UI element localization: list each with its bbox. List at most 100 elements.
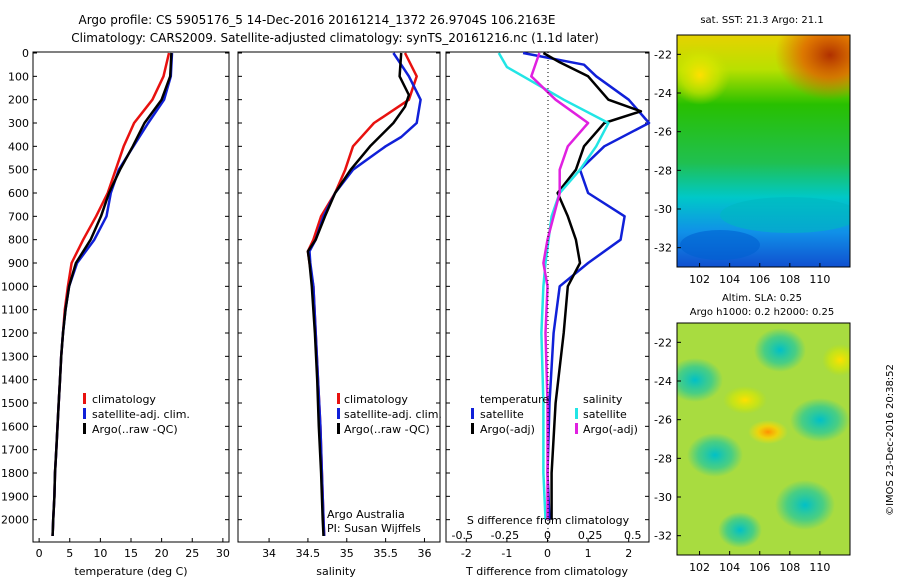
- difference-legend: temperature salinity satellite Argo(-adj…: [471, 393, 638, 436]
- sla-mid-patch-2: [822, 344, 850, 376]
- map-y-tick-label: -26: [654, 414, 672, 427]
- credit-label: ©IMOS 23-Dec-2016 20:38:52: [885, 364, 896, 516]
- legend-swatch-t-satellite: [471, 408, 474, 419]
- depth-tick-label: 1800: [1, 467, 29, 480]
- depth-tick-label: 1500: [1, 397, 29, 410]
- temperature-tick-label: 0: [36, 547, 43, 560]
- map-x-tick-label: 106: [749, 561, 770, 574]
- series-line-climatology: [51, 52, 171, 537]
- temperature-axes: [32, 51, 230, 543]
- salinity-tick-label: 35.5: [373, 547, 398, 560]
- legend-label-t-satellite: satellite: [480, 408, 524, 421]
- legend-swatch-argo: [337, 423, 340, 434]
- sla-low-patch-5: [775, 480, 835, 530]
- depth-tick-label: 200: [8, 94, 29, 107]
- legend-swatch-climatology: [83, 393, 86, 404]
- map-y-tick-label: -26: [654, 126, 672, 139]
- depth-tick-label: 400: [8, 140, 29, 153]
- depth-tick-label: 1700: [1, 444, 29, 457]
- sla-low-patch-4: [687, 433, 743, 477]
- sst-heatmap: [677, 35, 850, 267]
- map-x-tick-label: 110: [809, 273, 830, 286]
- s-difference-axis-label: S difference from climatology: [467, 514, 630, 527]
- s-difference-tick-label: 0.5: [624, 529, 642, 542]
- temperature-axis-label: temperature (deg C): [74, 565, 187, 578]
- map-y-tick-label: -28: [654, 452, 672, 465]
- salinity-axis-label: salinity: [316, 565, 356, 578]
- temperature-series: [51, 52, 174, 537]
- depth-tick-label: 2000: [1, 514, 29, 527]
- t-difference-tick-label: 2: [625, 547, 632, 560]
- legend-swatch-s-satellite: [575, 408, 578, 419]
- t-difference-tick-label: -2: [461, 547, 472, 560]
- depth-tick-label: 600: [8, 187, 29, 200]
- sst-map-frame: [676, 34, 851, 268]
- map-x-tick-label: 106: [749, 273, 770, 286]
- depth-tick-label: 100: [8, 70, 29, 83]
- t-difference-axis-label: T difference from climatology: [465, 565, 628, 578]
- salinity-x-axis: 34 34.5 35 35.5 36: [262, 538, 431, 560]
- t-difference-tick-label: 0: [544, 547, 551, 560]
- map-x-tick-label: 104: [719, 561, 740, 574]
- s-difference-tick-label: 0: [544, 529, 551, 542]
- temperature-tick-label: 30: [216, 547, 230, 560]
- depth-tick-label: 1600: [1, 420, 29, 433]
- depth-tick-label: 0: [22, 47, 29, 60]
- difference-x-axis: -2 -1 0 1 2 -0.5 -0.25 0 0.25 0.5: [452, 529, 642, 560]
- legend-swatch-satellite: [337, 408, 340, 419]
- map-x-tick-label: 102: [689, 561, 710, 574]
- salinity-legend: climatology satellite-adj. clim. Argo(..…: [327, 393, 442, 535]
- s-difference-tick-label: -0.5: [452, 529, 473, 542]
- sla-heatmap: [677, 323, 850, 555]
- temperature-legend: climatology satellite-adj. clim. Argo(..…: [83, 393, 190, 436]
- legend-label-t-argo: Argo(-adj): [480, 423, 535, 436]
- legend-swatch-climatology: [337, 393, 340, 404]
- depth-tick-label: 1200: [1, 327, 29, 340]
- institution-label: Argo Australia: [327, 508, 405, 521]
- depth-tick-label: 1000: [1, 280, 29, 293]
- map-x-tick-label: 102: [689, 273, 710, 286]
- title-line-2: Climatology: CARS2009. Satellite-adjuste…: [71, 31, 599, 45]
- salinity-tick-label: 36: [417, 547, 431, 560]
- salinity-axes: [237, 51, 441, 543]
- series-line-argo-raw-qc-: [51, 52, 173, 537]
- s-difference-tick-label: 0.25: [578, 529, 603, 542]
- map-y-tick-label: -32: [654, 242, 672, 255]
- legend-label-s-argo: Argo(-adj): [583, 423, 638, 436]
- sst-map-ticks: 102 104 106 108 110 -22 -24 -26 -28 -30 -32: [654, 48, 830, 286]
- salinity-series: [306, 52, 422, 537]
- temperature-tick-label: 5: [66, 547, 73, 560]
- sst-yellow-patch: [677, 45, 730, 105]
- legend-title-temperature: temperature: [480, 393, 549, 406]
- legend-label-argo: Argo(..raw -QC): [344, 423, 430, 436]
- legend-swatch-s-argo: [575, 423, 578, 434]
- legend-label-satellite: satellite-adj. clim.: [92, 408, 190, 421]
- pi-label: PI: Susan Wijffels: [327, 522, 421, 535]
- salinity-tick-label: 34.5: [296, 547, 321, 560]
- legend-swatch-t-argo: [471, 423, 474, 434]
- sla-high-patch: [748, 420, 788, 444]
- temperature-tick-label: 25: [185, 547, 199, 560]
- map-x-tick-label: 104: [719, 273, 740, 286]
- series-line-argo-raw-qc-: [306, 52, 411, 537]
- depth-tick-label: 500: [8, 164, 29, 177]
- map-x-tick-label: 108: [779, 561, 800, 574]
- depth-tick-label: 700: [8, 210, 29, 223]
- map-y-tick-label: -30: [654, 491, 672, 504]
- t-difference-tick-label: 1: [585, 547, 592, 560]
- salinity-tick-label: 35: [340, 547, 354, 560]
- depth-tick-label: 1400: [1, 374, 29, 387]
- legend-label-s-satellite: satellite: [583, 408, 627, 421]
- sla-low-patch-1: [677, 358, 723, 402]
- series-line-satellite-adj-clim-: [51, 52, 174, 537]
- sla-map-title-1: Altim. SLA: 0.25: [722, 293, 802, 304]
- sst-cool-patch: [680, 230, 760, 260]
- sla-low-patch-2: [754, 328, 806, 372]
- map-y-tick-label: -22: [654, 336, 672, 349]
- legend-label-climatology: climatology: [344, 393, 408, 406]
- depth-tick-labels: 0 100 200 300 400 500 600 700 800 900 1000 1100 1200…: [1, 47, 649, 527]
- series-line-satellite-adj-clim-: [308, 52, 422, 537]
- map-y-tick-label: -24: [654, 87, 672, 100]
- map-y-tick-label: -28: [654, 164, 672, 177]
